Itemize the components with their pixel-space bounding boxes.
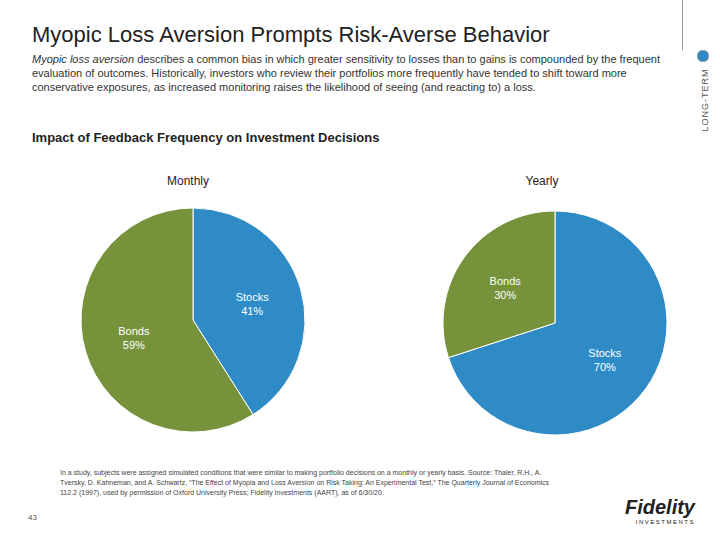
svg-text:Bonds30%: Bonds30% xyxy=(490,275,522,301)
svg-text:Stocks41%: Stocks41% xyxy=(236,291,270,317)
svg-text:Bonds59%: Bonds59% xyxy=(118,325,150,351)
html-text:INVESTMENTS: INVESTMENTS xyxy=(635,519,695,525)
html-text:Myopic Loss Aversion Prompts R: Myopic Loss Aversion Prompts Risk-Averse… xyxy=(32,22,550,47)
svg-text:Stocks70%: Stocks70% xyxy=(588,347,622,373)
html-text:Myopic loss aversion describes: Myopic loss aversion describes a common … xyxy=(32,53,660,93)
html-text:43: 43 xyxy=(28,513,37,522)
html-text:In a study, subjects were assi: In a study, subjects were assigned simul… xyxy=(60,469,550,496)
html-text:Yearly: Yearly xyxy=(525,174,559,188)
html-text:Fidelity: Fidelity xyxy=(625,496,695,518)
html-text:Monthly: Monthly xyxy=(167,174,209,188)
html-text:LONG-TERM: LONG-TERM xyxy=(700,68,710,132)
html-text:Impact of Feedback Frequency o: Impact of Feedback Frequency on Investme… xyxy=(32,130,380,145)
